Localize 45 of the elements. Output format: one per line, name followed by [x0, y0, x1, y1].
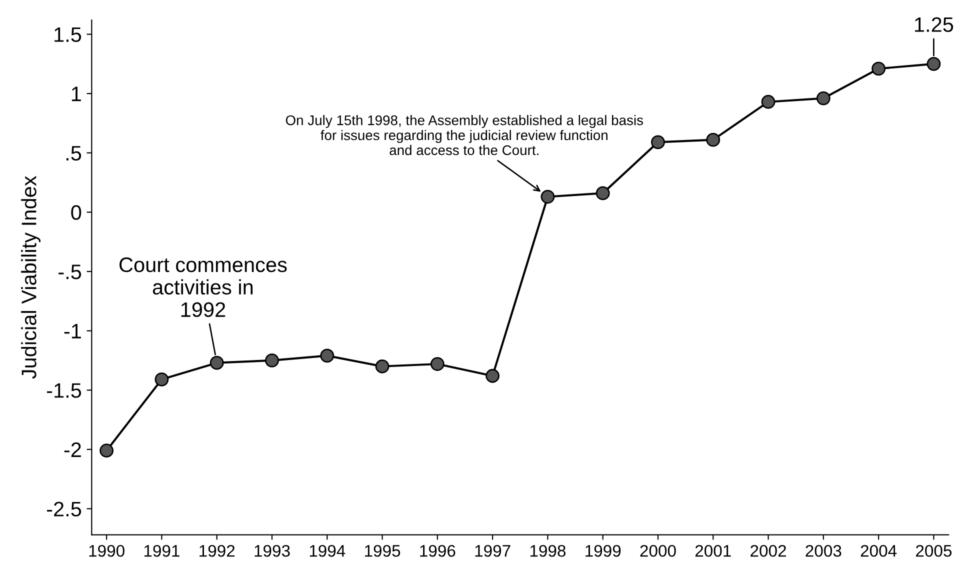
x-tick-label: 1993 [254, 544, 290, 557]
point [926, 56, 941, 71]
annotation: On July 15th 1998, the Assembly established a legal basis for issues regarding the judicial review function and access to the Court. [286, 115, 644, 156]
point [486, 368, 500, 383]
point [375, 359, 390, 374]
x-tick-label: 2000 [640, 544, 676, 557]
y-tick-label: 0 [71, 205, 82, 220]
point [651, 135, 665, 150]
point [154, 372, 169, 386]
x-tick-label: 1991 [144, 544, 180, 557]
point [706, 132, 720, 147]
point [430, 357, 444, 371]
point [872, 62, 886, 76]
point [320, 348, 334, 363]
point [100, 444, 114, 458]
x-tick-label: 2001 [695, 544, 731, 557]
y-tick-label: -1.5 [46, 383, 82, 398]
x-tick-label: 1996 [420, 544, 456, 557]
y-tick-label: 1 [72, 86, 81, 102]
y-tick-label: 1.5 [54, 27, 82, 42]
x-tick-label: 1995 [365, 544, 400, 557]
point [540, 190, 555, 204]
y-tick-label: -.5 [58, 264, 82, 280]
y-tick-label: -2 [64, 442, 81, 457]
x-tick-label: 2004 [860, 544, 897, 557]
y-tick-label: .5 [66, 146, 82, 161]
x-tick-label: 2003 [806, 544, 842, 557]
annotation: 1.25 [915, 17, 954, 32]
x-tick-label: 1998 [530, 544, 566, 557]
y-axis-title: Judicial Viability Index [21, 176, 40, 379]
x-tick-label: 1992 [200, 544, 235, 557]
y-tick-label: -2.5 [46, 502, 82, 516]
annotation: Court commences activities in 1992 [120, 257, 287, 318]
x-tick-label: 1997 [475, 544, 510, 557]
point [265, 354, 279, 368]
x-tick-label: 1994 [310, 544, 346, 557]
point [761, 94, 776, 109]
x-tick-label: 2002 [750, 544, 786, 557]
point [816, 91, 830, 106]
y-tick-label: -1 [64, 324, 81, 338]
x-tick-label: 1999 [586, 544, 621, 557]
point [210, 356, 224, 370]
point [596, 186, 610, 200]
x-tick-label: 1990 [89, 544, 124, 557]
x-tick-label: 2005 [916, 544, 952, 557]
